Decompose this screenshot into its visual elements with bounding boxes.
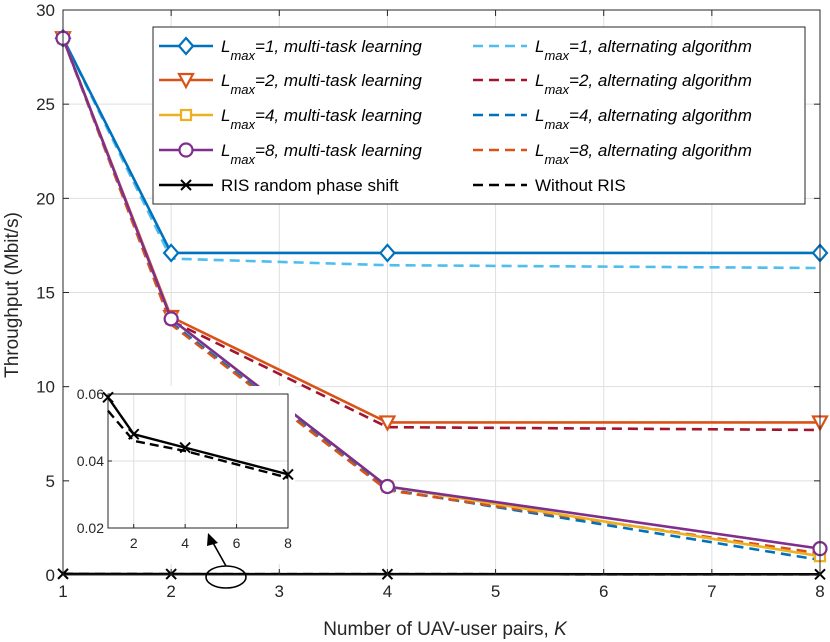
series-1 [61, 37, 821, 270]
x-tick-label: 8 [815, 582, 824, 601]
y-tick-label: 25 [36, 95, 55, 114]
inset-data-point [102, 391, 114, 404]
legend-marker [177, 36, 195, 56]
y-tick-label: 15 [36, 284, 55, 303]
data-point [378, 415, 397, 432]
y-tick-label: 0 [46, 566, 55, 585]
legend-item: RIS random phase shift [159, 176, 399, 195]
data-point [163, 311, 179, 327]
inset-random-phase-series [102, 391, 294, 481]
x-tick-label: 6 [599, 582, 608, 601]
x-tick-label: 2 [166, 582, 175, 601]
x-axis-label: Number of UAV-user pairs, K [323, 619, 568, 640]
legend-label: Lmax=1, multi-task learning [221, 37, 422, 63]
x-tick-label: 7 [707, 582, 716, 601]
zoom-arrow-head [207, 533, 218, 546]
series-line [61, 37, 821, 270]
x-tick-label: 5 [491, 582, 500, 601]
legend-label: Lmax=8, multi-task learning [221, 141, 422, 167]
legend: Lmax=1, multi-task learning Lmax=1, alter… [152, 26, 806, 205]
y-tick-label: 30 [36, 1, 55, 20]
data-point [379, 478, 396, 495]
legend-item: Lmax=4, multi-task learning [159, 106, 422, 132]
inset-data-point [179, 441, 191, 454]
y-axis-label: Throughput (Mbit/s) [2, 212, 23, 378]
y-tick-label: 20 [36, 189, 55, 208]
inset-y-tick-label: 0.02 [77, 520, 104, 536]
data-point [378, 243, 396, 263]
series-line [61, 37, 820, 255]
inset-x-tick-label: 2 [130, 535, 138, 551]
x-axis-label-text: Number of UAV-user pairs, [323, 619, 554, 640]
legend-marker [179, 108, 193, 122]
legend-item: Lmax=4, alternating algorithm [473, 106, 752, 132]
legend-item: Lmax=2, multi-task learning [159, 71, 422, 97]
legend-label: Lmax=1, alternating algorithm [535, 37, 752, 63]
legend-label: Lmax=4, alternating algorithm [535, 106, 752, 132]
inset-x-tick-label: 4 [181, 535, 189, 551]
zoom-arrow-shaft [211, 540, 227, 567]
y-tick-label: 10 [36, 378, 55, 397]
y-tick-label: 5 [46, 472, 55, 491]
x-tick-label: 1 [58, 582, 67, 601]
inset-annotation [205, 533, 247, 589]
legend-label: Lmax=8, alternating algorithm [535, 141, 752, 167]
inset-zoom: 2 4 6 8 0.02 0.04 0.06 [70, 386, 295, 564]
inset-y-tick-label: 0.06 [77, 386, 104, 402]
series-8 [57, 568, 826, 581]
zoom-ellipse [205, 565, 247, 589]
data-point [162, 243, 180, 263]
x-tick-label: 4 [383, 582, 392, 601]
legend-item: Lmax=1, alternating algorithm [473, 37, 752, 63]
legend-item: Lmax=8, multi-task learning [159, 141, 422, 167]
inset-random-phase-line [107, 396, 289, 476]
inset-data-point [128, 428, 140, 440]
legend-label: Lmax=2, alternating algorithm [535, 71, 752, 97]
inset-data-point [282, 468, 294, 481]
legend-marker [177, 72, 195, 90]
x-tick-label: 3 [275, 582, 284, 601]
legend-label: Without RIS [535, 176, 626, 195]
axes: 1 2 3 4 5 6 7 8 0 5 10 15 20 25 30 [36, 1, 825, 601]
legend-label: Lmax=2, multi-task learning [221, 71, 422, 97]
legend-label: Lmax=4, multi-task learning [221, 106, 422, 132]
legend-marker [178, 142, 194, 158]
inset-y-tick-label: 0.04 [77, 453, 104, 469]
legend-marker [180, 179, 192, 191]
x-axis-label-var: K [554, 619, 568, 640]
legend-item: Lmax=2, alternating algorithm [473, 71, 752, 97]
inset-without-ris-line [107, 409, 289, 479]
inset-x-tick-label: 6 [233, 535, 241, 551]
legend-item: Lmax=8, alternating algorithm [473, 141, 752, 167]
inset-x-tick-label: 8 [284, 535, 292, 551]
legend-item: Without RIS [473, 176, 626, 195]
legend-label: RIS random phase shift [221, 176, 399, 195]
legend-item: Lmax=1, multi-task learning [159, 36, 422, 63]
